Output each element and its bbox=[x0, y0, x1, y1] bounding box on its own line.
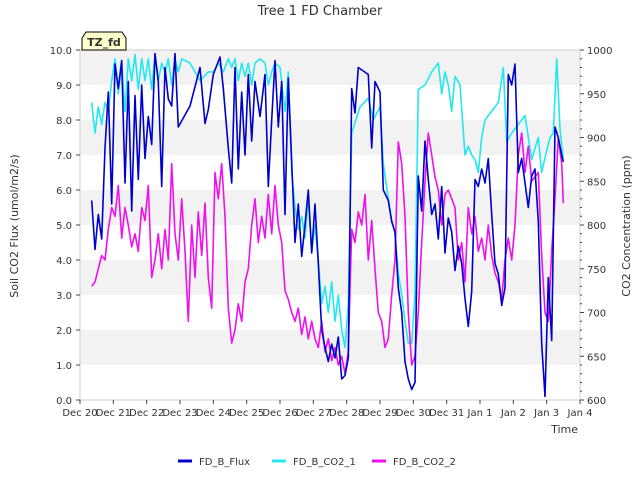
series-line-fd-b-co2-2 bbox=[91, 132, 565, 375]
x-tick-label: Dec 27 bbox=[296, 408, 331, 419]
y-right-tick-label: 950 bbox=[587, 90, 606, 101]
grid-band bbox=[80, 190, 580, 225]
y-left-tick-label: 5.0 bbox=[56, 221, 72, 232]
y-left-tick-label: 9.0 bbox=[56, 81, 72, 92]
x-tick-label: Dec 26 bbox=[262, 408, 297, 419]
y-left-tick-label: 10.0 bbox=[50, 46, 72, 57]
y-left-tick-label: 1.0 bbox=[56, 361, 72, 372]
x-tick-label: Dec 21 bbox=[96, 408, 131, 419]
x-tick-label: Jan 2 bbox=[500, 408, 526, 419]
site-badge: TZ_fd bbox=[81, 31, 127, 51]
x-tick-label: Dec 24 bbox=[196, 408, 231, 419]
y-left-tick-label: 7.0 bbox=[56, 151, 72, 162]
y-axis-right-label: CO2 Concentration (ppm) bbox=[620, 155, 633, 296]
y-left-tick-label: 6.0 bbox=[56, 186, 72, 197]
y-axis-left-label: Soil CO2 Flux (umol/m2/s) bbox=[8, 154, 21, 297]
site-badge-label: TZ_fd bbox=[87, 36, 121, 49]
y-right-tick-label: 650 bbox=[587, 352, 606, 363]
y-axis-right: 600 650 700 750 800 850 900 950 1000 bbox=[580, 46, 612, 407]
legend-label: FD_B_CO2_2 bbox=[393, 457, 456, 468]
y-right-tick-label: 800 bbox=[587, 221, 606, 232]
legend-label: FD_B_CO2_1 bbox=[293, 457, 356, 468]
legend-label: FD_B_Flux bbox=[199, 457, 250, 468]
y-right-tick-label: 700 bbox=[587, 309, 606, 320]
y-axis-left: 0.0 1.0 2.0 3.0 4.0 5.0 6.0 7.0 8.0 9.0 10.0 bbox=[50, 46, 80, 407]
series-layer bbox=[90, 52, 565, 398]
x-tick-label: Dec 20 bbox=[62, 408, 97, 419]
x-tick-label: Dec 30 bbox=[396, 408, 431, 419]
y-left-tick-label: 0.0 bbox=[56, 396, 72, 407]
y-right-tick-label: 600 bbox=[587, 396, 606, 407]
x-tick-label: Jan 3 bbox=[533, 408, 559, 419]
legend: FD_B_Flux FD_B_CO2_1 FD_B_CO2_2 bbox=[178, 457, 456, 468]
chart-title: Tree 1 FD Chamber bbox=[257, 4, 383, 19]
y-left-tick-label: 4.0 bbox=[56, 256, 72, 267]
x-tick-label: Dec 31 bbox=[429, 408, 464, 419]
y-left-tick-label: 2.0 bbox=[56, 326, 72, 337]
y-right-tick-label: 850 bbox=[587, 177, 606, 188]
grid-band bbox=[80, 120, 580, 155]
x-tick-label: Dec 22 bbox=[129, 408, 164, 419]
x-tick-label: Dec 28 bbox=[329, 408, 364, 419]
x-tick-label: Jan 1 bbox=[467, 408, 493, 419]
y-right-tick-label: 750 bbox=[587, 265, 606, 276]
x-tick-label: Dec 29 bbox=[362, 408, 397, 419]
x-tick-label: Dec 25 bbox=[229, 408, 264, 419]
x-tick-label: Jan 4 bbox=[567, 408, 593, 419]
x-tick-label: Dec 23 bbox=[162, 408, 197, 419]
y-left-tick-label: 8.0 bbox=[56, 116, 72, 127]
y-right-tick-label: 1000 bbox=[587, 46, 612, 57]
site-badge-box bbox=[81, 31, 127, 51]
x-axis-label: Time bbox=[550, 423, 578, 436]
series-line-fd-b-flux bbox=[90, 52, 565, 398]
y-right-tick-label: 900 bbox=[587, 134, 606, 145]
y-left-tick-label: 3.0 bbox=[56, 291, 72, 302]
